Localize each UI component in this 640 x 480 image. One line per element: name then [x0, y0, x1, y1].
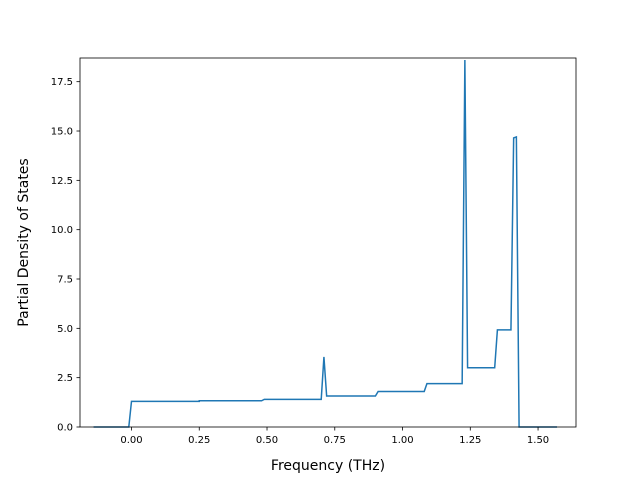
axes-frame — [79, 57, 577, 428]
y-tick-label: 17.5 — [51, 77, 73, 88]
series-line-0 — [93, 59, 558, 428]
x-tick-label: 1.00 — [391, 435, 413, 446]
plot-area — [80, 58, 576, 427]
plot-background — [80, 58, 576, 427]
x-tick-label: 1.25 — [459, 435, 481, 446]
axes — [79, 57, 577, 428]
y-tick-label: 10.0 — [51, 225, 73, 236]
x-axis-label: Frequency (THz) — [271, 458, 385, 474]
y-tick-label: 2.5 — [57, 373, 73, 384]
x-tick-label: 0.75 — [324, 435, 346, 446]
series-layer — [93, 59, 558, 428]
y-tick-label: 0.0 — [57, 423, 73, 434]
y-tick-label: 15.0 — [51, 127, 73, 138]
y-tick-label: 7.5 — [57, 275, 73, 286]
y-tick-label: 5.0 — [57, 324, 73, 335]
x-tick-label: 1.50 — [527, 435, 549, 446]
x-tick-label: 0.00 — [120, 435, 142, 446]
x-tick-label: 0.25 — [188, 435, 210, 446]
y-axis-label: Partial Density of States — [16, 158, 32, 326]
x-tick-label: 0.50 — [256, 435, 278, 446]
ticks: 0.00 0.25 0.50 0.75 1.00 1.25 1.50 0.0 2.5 5.0 7.5… — [51, 77, 549, 446]
y-tick-label: 12.5 — [51, 176, 73, 187]
